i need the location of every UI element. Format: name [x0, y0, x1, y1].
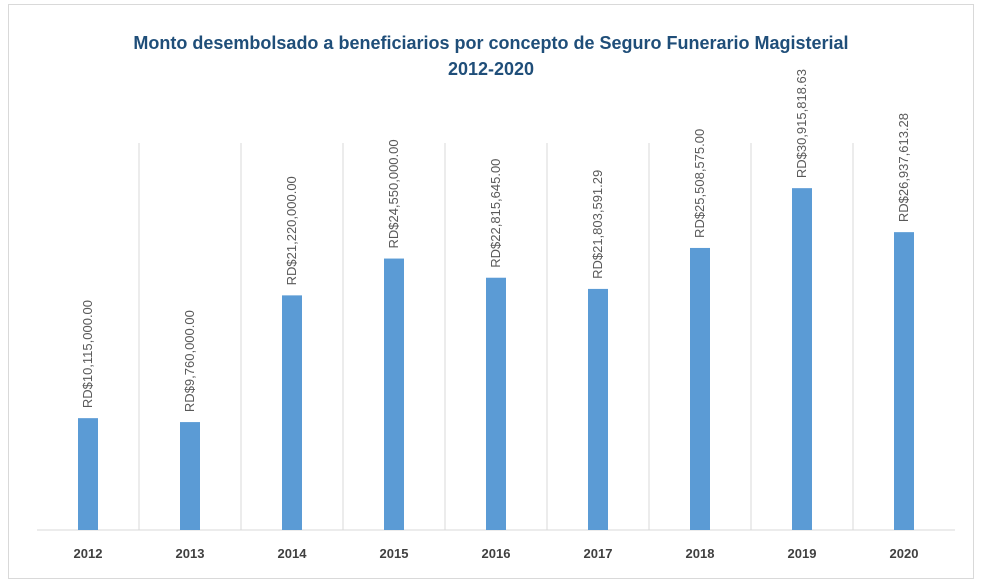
value-label: RD$21,803,591.29: [590, 170, 605, 279]
bar: [384, 258, 404, 530]
x-tick-label: 2013: [176, 546, 205, 561]
bar: [792, 188, 812, 531]
bar: [588, 288, 608, 530]
bar: [180, 422, 200, 530]
chart-title: Monto desembolsado a beneficiarios por c…: [133, 33, 849, 79]
value-label: RD$24,550,000.00: [386, 139, 401, 248]
x-tick-label: 2015: [380, 546, 409, 561]
value-label: RD$25,508,575.00: [692, 129, 707, 238]
bar: [282, 295, 302, 530]
bar: [486, 277, 506, 530]
bar: [78, 418, 98, 530]
bar: [894, 232, 914, 530]
value-label: RD$10,115,000.00: [80, 300, 95, 408]
x-tick-label: 2018: [686, 546, 715, 561]
x-tick-label: 2012: [74, 546, 103, 561]
value-label: RD$22,815,645.00: [488, 159, 503, 268]
value-label: RD$30,915,818.63: [794, 69, 809, 178]
x-tick-label: 2014: [278, 546, 308, 561]
x-tick-label: 2020: [890, 546, 919, 561]
x-tick-label: 2019: [788, 546, 817, 561]
value-label: RD$26,937,613.28: [896, 113, 911, 222]
value-label: RD$9,760,000.00: [182, 310, 197, 412]
x-tick-label: 2017: [584, 546, 613, 561]
bar: [690, 247, 710, 530]
value-label: RD$21,220,000.00: [284, 176, 299, 285]
x-tick-label: 2016: [482, 546, 511, 561]
